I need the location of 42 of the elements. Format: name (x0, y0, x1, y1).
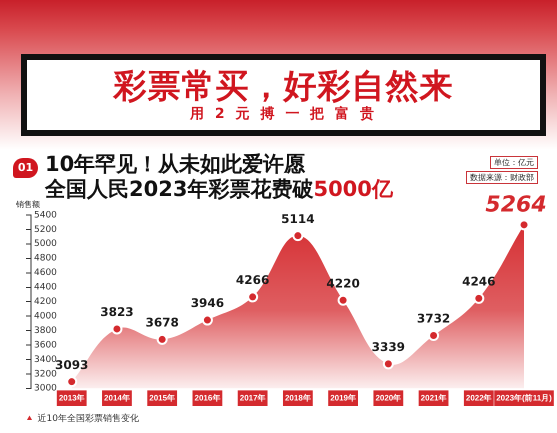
y-tick-label: 4800 (34, 254, 58, 264)
chart-title: 彩票常买，好彩自然来 (114, 66, 454, 105)
x-tick-label: 2013年 (58, 393, 85, 402)
x-tick-label: 2019年 (330, 393, 356, 402)
x-tick-label: 2015年 (149, 393, 176, 402)
y-tick-label: 5200 (34, 224, 58, 235)
source-note: 数据来源：财政部 (470, 173, 534, 182)
y-tick-label: 4200 (34, 297, 58, 308)
data-label: 5264 (485, 192, 547, 218)
chart-subtitle: 用 2 元 搏 一 把 富 贵 (190, 105, 377, 123)
data-label: 3823 (100, 305, 134, 320)
y-tick-label: 5400 (34, 210, 58, 220)
data-label: 3946 (190, 296, 224, 310)
y-tick-label: 3800 (34, 326, 58, 336)
data-label: 3093 (55, 358, 88, 372)
x-tick-label: 2022年 (466, 393, 492, 402)
y-tick-label: 5000 (34, 239, 58, 250)
y-tick-label: 4000 (34, 311, 58, 322)
y-tick-label: 3600 (34, 340, 58, 350)
x-tick-label: 2020年 (375, 393, 402, 402)
y-tick-label: 4600 (34, 268, 58, 278)
x-tick-label: 2023年(前11月) (496, 393, 552, 402)
y-tick-label: 3000 (34, 384, 58, 394)
number-badge: 01 (13, 158, 38, 178)
x-tick-label: 2017年 (240, 393, 266, 402)
legend-label: 近10年全国彩票销售变化 (38, 412, 139, 424)
x-tick-label: 2016年 (194, 393, 220, 402)
text: 10年罕见！从未如此爱许愿 (45, 152, 306, 176)
y-tick-label: 3400 (34, 354, 58, 365)
data-label: 3732 (416, 312, 450, 326)
y-tick-label: 3200 (34, 369, 58, 380)
y-axis-title: 销售额 (16, 200, 40, 210)
y-tick-label: 4400 (34, 282, 58, 293)
framed-note: 数据来源：财政部 (466, 171, 538, 184)
x-tick-label: 2014年 (104, 393, 130, 402)
data-label: 5114 (281, 212, 315, 226)
text: 全国人民2023年彩票花费破5000亿 (45, 177, 393, 201)
data-label: 3339 (372, 340, 406, 354)
data-label: 3678 (145, 316, 179, 330)
framed-note: 单位：亿元 (490, 156, 538, 169)
x-tick-label: 2018年 (284, 393, 311, 402)
x-tick-label: 2021年 (420, 393, 446, 402)
